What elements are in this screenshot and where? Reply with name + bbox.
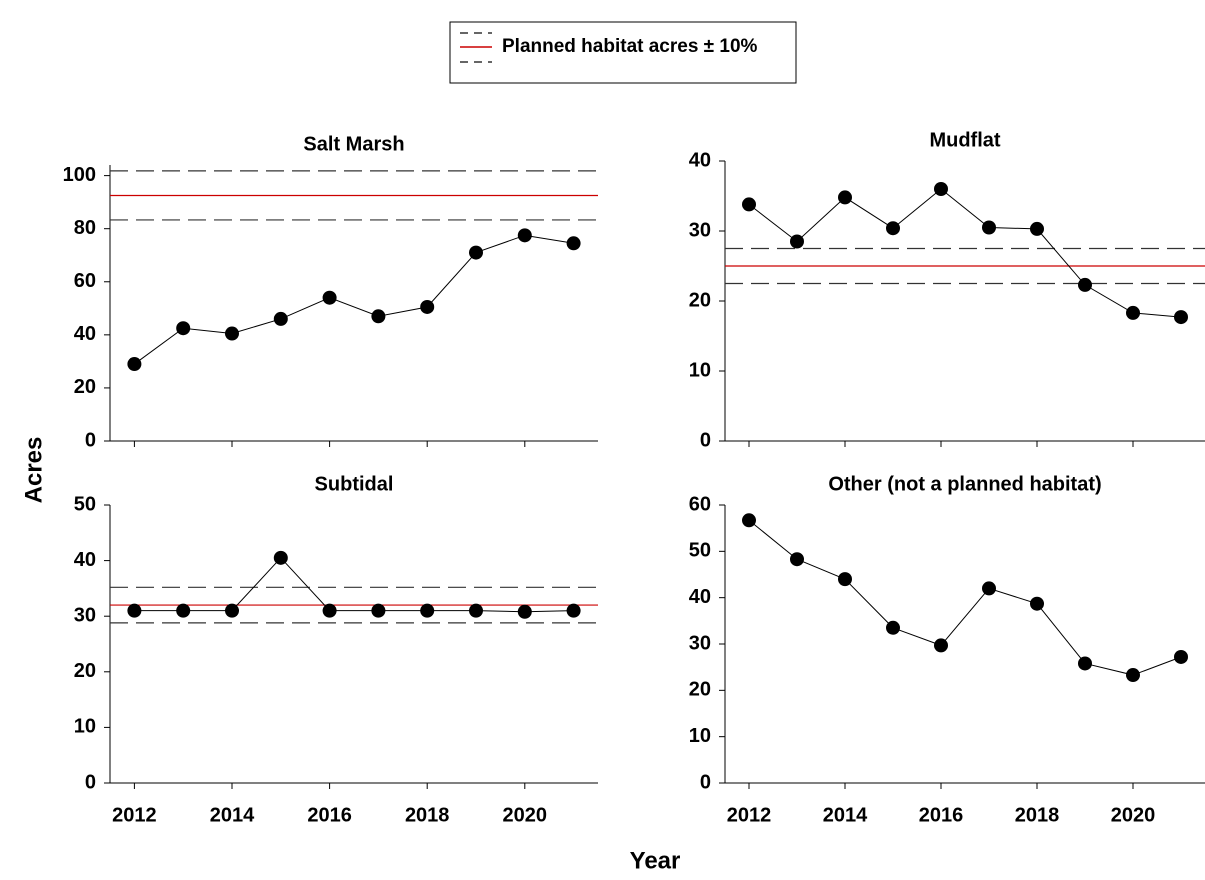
x-tick-label: 2018 [1015, 804, 1060, 826]
data-point [1078, 277, 1092, 292]
data-point [322, 290, 337, 305]
data-point [1078, 656, 1092, 671]
data-point [127, 603, 142, 618]
y-tick-label: 0 [85, 771, 96, 793]
y-tick-label: 30 [689, 632, 711, 654]
data-point [886, 620, 900, 635]
y-tick-label: 40 [74, 549, 96, 571]
y-tick-label: 80 [74, 217, 96, 239]
y-tick-label: 50 [689, 540, 711, 562]
data-point [742, 197, 756, 212]
data-point [982, 581, 996, 596]
y-tick-label: 40 [74, 323, 96, 345]
y-tick-label: 10 [74, 716, 96, 738]
data-point [790, 552, 804, 567]
data-point [838, 572, 852, 587]
data-point [982, 220, 996, 235]
panel: Subtidal 0 10 20 30 40 50 2012 2014 2016 2018 2020 [74, 473, 598, 826]
y-tick-label: 100 [63, 164, 96, 186]
x-tick-label: 2014 [823, 804, 868, 826]
data-point [176, 321, 191, 336]
y-tick-label: 0 [700, 771, 711, 793]
data-point [1126, 305, 1140, 320]
y-tick-label: 40 [689, 149, 711, 171]
x-tick-label: 2018 [405, 804, 450, 826]
data-point [790, 234, 804, 249]
panel: Mudflat 0 10 20 30 40 [689, 129, 1205, 451]
data-point [566, 236, 581, 251]
data-point [371, 603, 386, 618]
panel-title: Salt Marsh [303, 133, 404, 155]
data-line [748, 188, 1182, 318]
data-point [1030, 596, 1044, 611]
y-tick-label: 10 [689, 359, 711, 381]
data-point [517, 228, 532, 243]
legend-box [449, 21, 797, 84]
data-point [934, 638, 948, 653]
x-tick-label: 2020 [503, 804, 548, 826]
y-tick-label: 0 [85, 429, 96, 451]
data-point [886, 221, 900, 236]
data-line [748, 519, 1182, 676]
data-line [134, 234, 574, 365]
legend-label: Planned habitat acres ± 10% [502, 36, 758, 57]
data-point [469, 603, 483, 618]
data-point [934, 182, 948, 196]
x-tick-label: 2016 [307, 804, 352, 826]
data-point [1174, 310, 1188, 325]
y-axis-title: Acres [20, 437, 47, 504]
data-point [742, 513, 756, 528]
panel-title: Mudflat [929, 129, 1000, 151]
x-axis-title: Year [630, 847, 681, 874]
data-point [420, 299, 435, 314]
data-point [127, 357, 142, 372]
y-tick-label: 20 [689, 289, 711, 311]
data-point [1030, 221, 1044, 236]
y-tick-label: 60 [74, 270, 96, 292]
y-tick-label: 30 [689, 219, 711, 241]
y-tick-label: 20 [689, 679, 711, 701]
data-point [176, 603, 191, 618]
data-point [371, 309, 386, 324]
y-tick-label: 60 [689, 493, 711, 515]
data-point [1126, 668, 1140, 683]
y-tick-label: 10 [689, 725, 711, 747]
data-point [838, 190, 852, 205]
data-point [566, 603, 581, 618]
x-tick-label: 2020 [1111, 804, 1156, 826]
x-tick-label: 2014 [210, 804, 255, 826]
data-point [1174, 649, 1188, 664]
y-tick-label: 40 [689, 586, 711, 608]
x-tick-label: 2016 [919, 804, 964, 826]
x-tick-label: 2012 [727, 804, 772, 826]
panel-title: Other (not a planned habitat) [828, 473, 1101, 495]
y-tick-label: 50 [74, 493, 96, 515]
panel: Salt Marsh 0 20 40 60 80 100 [63, 133, 598, 451]
y-tick-label: 20 [74, 376, 96, 398]
y-tick-label: 20 [74, 660, 96, 682]
legend: Planned habitat acres ± 10% [449, 21, 797, 84]
panel-title: Subtidal [315, 473, 394, 495]
data-line [134, 557, 574, 613]
data-point [273, 550, 288, 565]
data-point [273, 311, 288, 326]
panel: Other (not a planned habitat) 0 10 20 30 40 50… [689, 473, 1205, 826]
data-point [420, 603, 435, 618]
y-tick-label: 30 [74, 604, 96, 626]
x-tick-label: 2012 [112, 804, 157, 826]
y-tick-label: 0 [700, 429, 711, 451]
data-point [225, 326, 239, 341]
data-point [469, 245, 483, 260]
data-point [322, 603, 337, 618]
data-point [225, 603, 239, 618]
data-point [517, 604, 532, 619]
